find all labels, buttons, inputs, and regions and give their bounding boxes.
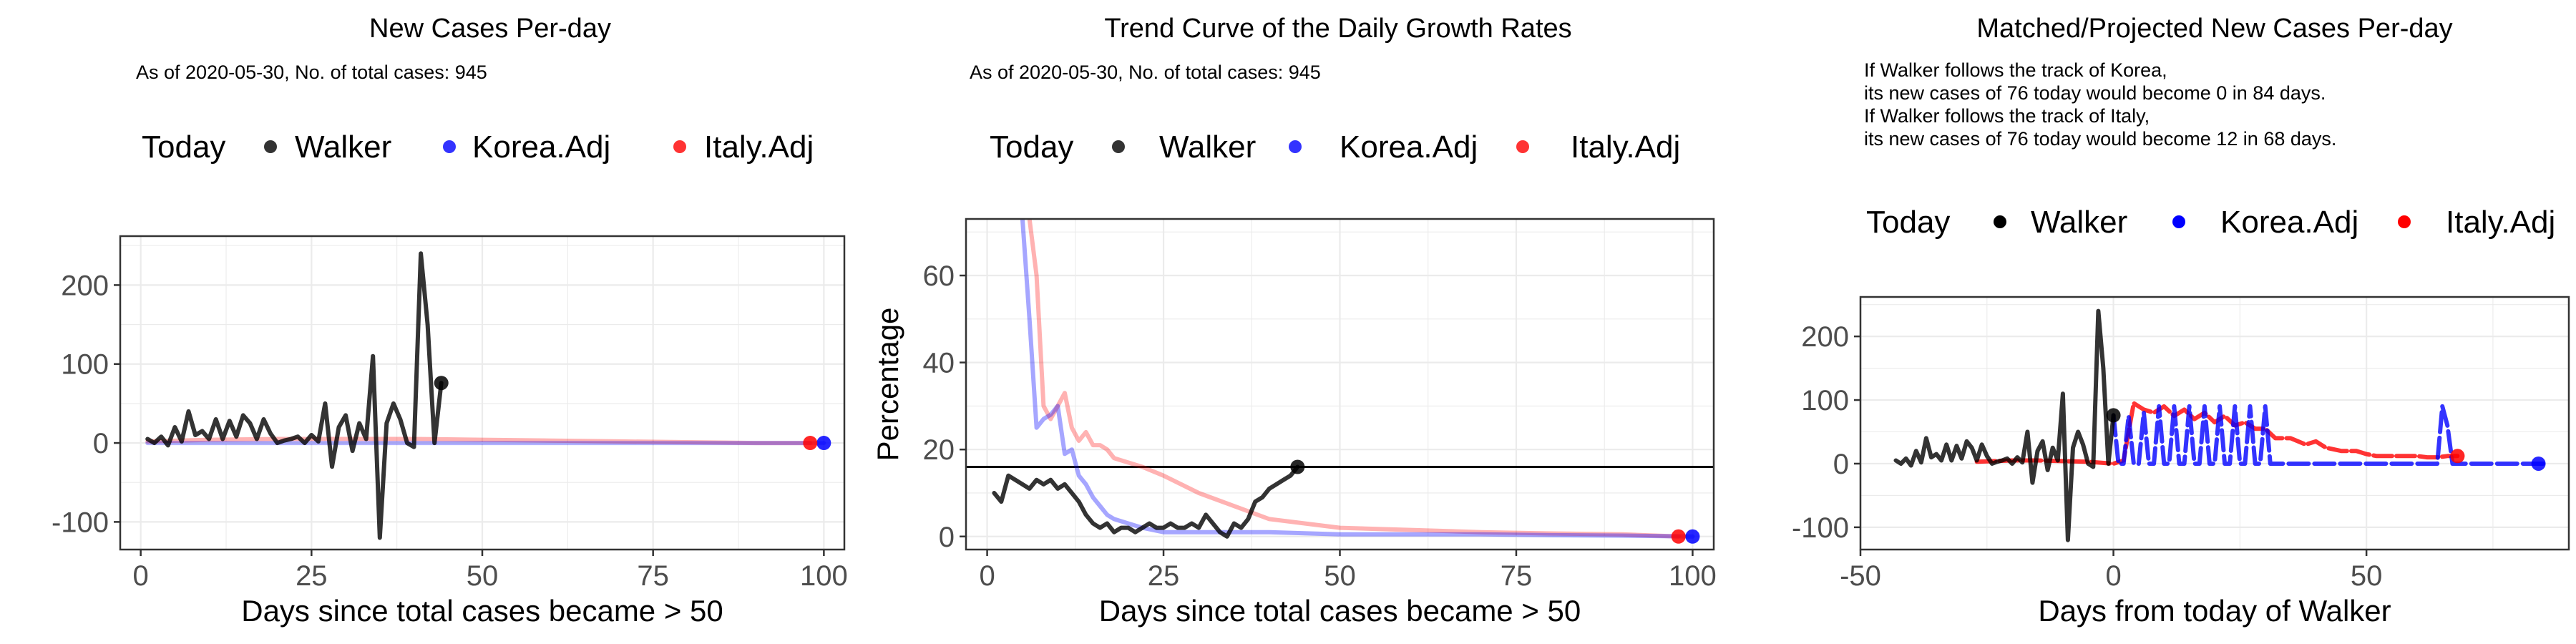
y-tick-label: 0 xyxy=(939,522,955,553)
series-line-korea-adj xyxy=(1020,219,1695,539)
chart-panel-3: Matched/Projected New Cases Per-day If Wa… xyxy=(1792,14,2570,628)
legend-key-korea-adj xyxy=(443,140,456,153)
x-tick-label: 25 xyxy=(296,560,328,592)
x-axis-title: Days since total cases became > 50 xyxy=(1099,594,1581,628)
today-point-korea-adj xyxy=(816,436,831,451)
x-tick-label: 50 xyxy=(2351,560,2383,592)
x-axis: 0 25 50 75 100 xyxy=(133,550,848,592)
y-axis: -100 0 100 200 xyxy=(1792,321,1860,544)
legend-title: Today xyxy=(1866,205,1950,240)
today-point-italy-adj xyxy=(1671,529,1686,544)
x-tick-label: 50 xyxy=(467,560,499,592)
y-tick-label: 0 xyxy=(1833,449,1849,480)
series-line-italy-adj xyxy=(145,436,813,446)
legend-label: Walker xyxy=(2031,205,2127,240)
panel-border xyxy=(1859,296,2570,551)
legend-key-korea-adj xyxy=(1289,140,1302,153)
y-tick-label: 60 xyxy=(923,260,955,292)
x-tick-label: 0 xyxy=(979,560,995,592)
y-axis-title: Percentage xyxy=(871,308,904,462)
legend-key-walker xyxy=(1112,140,1125,153)
legend-label: Italy.Adj xyxy=(1571,130,1680,165)
series-line-walker xyxy=(145,251,444,540)
x-axis-title: Days since total cases became > 50 xyxy=(241,594,723,628)
chart-subtitle: As of 2020-05-30, No. of total cases: 94… xyxy=(136,62,487,83)
legend-key-walker xyxy=(1994,215,2006,228)
y-tick-label: 40 xyxy=(923,348,955,379)
legend-title: Today xyxy=(990,130,1073,165)
note-line: its new cases of 76 today would become 0… xyxy=(1864,82,2326,104)
plot-area xyxy=(1859,296,2570,551)
note-line: If Walker follows the track of Korea, xyxy=(1864,59,2167,81)
note-line: If Walker follows the track of Italy, xyxy=(1864,105,2150,127)
x-tick-label: 100 xyxy=(800,560,848,592)
legend: Today Walker Korea.Adj Italy.Adj xyxy=(142,130,814,165)
series-lines xyxy=(992,219,1695,539)
legend-key-korea-adj xyxy=(2172,215,2185,228)
series-lines xyxy=(145,251,826,540)
y-axis: -100 0 100 200 xyxy=(52,270,120,538)
x-tick-label: 75 xyxy=(1501,560,1533,592)
legend-label: Italy.Adj xyxy=(704,130,814,165)
x-tick-label: 0 xyxy=(2105,560,2121,592)
legend: Today Walker Korea.Adj Italy.Adj xyxy=(990,130,1680,165)
x-tick-label: 0 xyxy=(133,560,149,592)
y-tick-label: 200 xyxy=(61,270,109,301)
legend-label: Italy.Adj xyxy=(2446,205,2555,240)
x-axis: 0 25 50 75 100 xyxy=(979,550,1717,592)
y-tick-label: 20 xyxy=(923,434,955,466)
plot-area xyxy=(965,218,1715,551)
x-tick-label: 50 xyxy=(1324,560,1356,592)
x-tick-label: -50 xyxy=(1840,560,1881,592)
y-axis: 0 20 40 60 xyxy=(923,260,966,553)
y-tick-label: -100 xyxy=(52,507,109,538)
chart-title: New Cases Per-day xyxy=(369,14,611,44)
today-point-korea-adj xyxy=(1685,529,1700,544)
chart-panel-2: Trend Curve of the Daily Growth Rates As … xyxy=(871,14,1717,628)
chart-title: Matched/Projected New Cases Per-day xyxy=(1976,14,2452,44)
y-tick-label: 100 xyxy=(61,349,109,381)
legend-title: Today xyxy=(142,130,225,165)
legend-label: Walker xyxy=(295,130,391,165)
series-line-walker xyxy=(1893,308,2116,542)
today-point-walker xyxy=(2106,408,2121,423)
x-tick-label: 100 xyxy=(1669,560,1717,592)
legend-label: Walker xyxy=(1159,130,1256,165)
note-line: its new cases of 76 today would become 1… xyxy=(1864,128,2336,150)
legend-label: Korea.Adj xyxy=(2220,205,2358,240)
legend: Today Walker Korea.Adj Italy.Adj xyxy=(1866,205,2555,240)
legend-key-walker xyxy=(264,140,277,153)
y-tick-label: 200 xyxy=(1801,321,1849,353)
y-tick-label: -100 xyxy=(1792,512,1849,544)
series-line-korea-adj xyxy=(2111,404,2546,466)
chart-subtitle: As of 2020-05-30, No. of total cases: 94… xyxy=(970,62,1321,83)
today-point-walker xyxy=(1290,459,1305,474)
x-tick-label: 75 xyxy=(637,560,669,592)
plot-area xyxy=(119,235,846,551)
today-point-korea-adj xyxy=(2531,456,2546,471)
y-tick-label: 100 xyxy=(1801,385,1849,416)
chart-title: Trend Curve of the Daily Growth Rates xyxy=(1104,14,1571,44)
legend-key-italy-adj xyxy=(2398,215,2411,228)
series-line-walker xyxy=(992,464,1300,539)
today-point-walker xyxy=(434,376,449,391)
chart-panel-1: New Cases Per-day As of 2020-05-30, No. o… xyxy=(52,14,848,628)
legend-key-italy-adj xyxy=(1516,140,1529,153)
series-line-italy-adj xyxy=(1027,219,1681,539)
x-axis: -50 0 50 xyxy=(1840,550,2382,592)
series-lines xyxy=(1893,308,2546,542)
legend-key-italy-adj xyxy=(673,140,686,153)
today-point-italy-adj xyxy=(2450,449,2465,464)
legend-label: Korea.Adj xyxy=(472,130,610,165)
today-point-italy-adj xyxy=(803,436,818,451)
legend-label: Korea.Adj xyxy=(1340,130,1478,165)
x-axis-title: Days from today of Walker xyxy=(2038,594,2391,628)
x-tick-label: 25 xyxy=(1148,560,1180,592)
y-tick-label: 0 xyxy=(93,428,109,459)
